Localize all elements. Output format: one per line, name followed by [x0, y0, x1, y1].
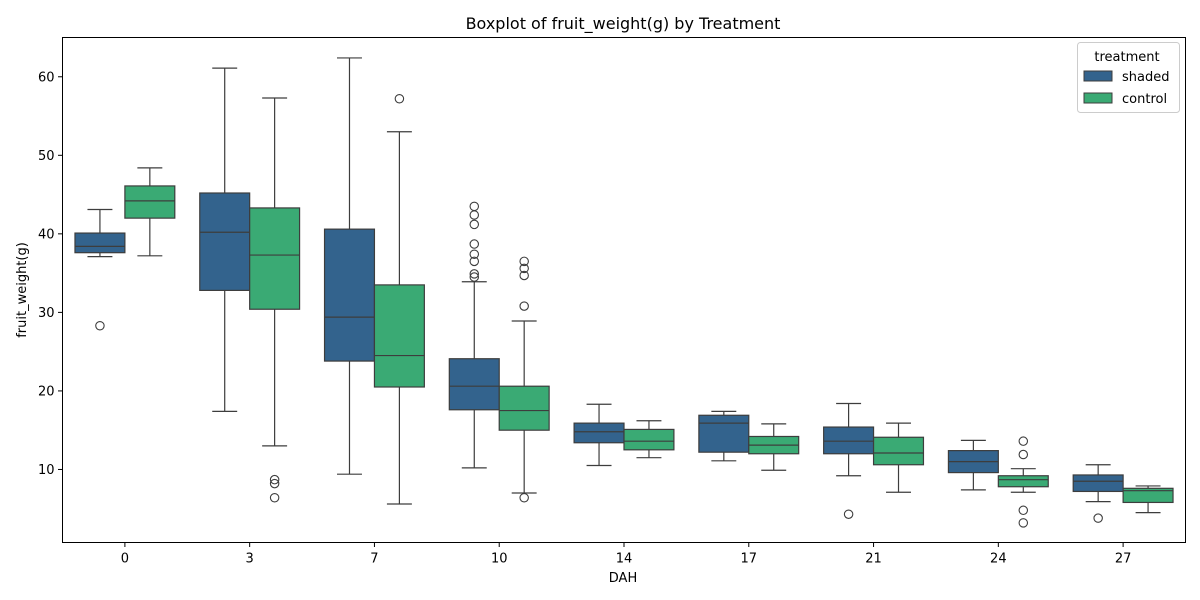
box-iqr	[199, 192, 251, 291]
y-axis: 10 20 30 40 50 60	[38, 70, 63, 478]
outlier-point	[469, 269, 480, 279]
outlier-point	[269, 492, 280, 503]
box-iqr	[74, 232, 126, 254]
x-tick-label: 27	[1115, 552, 1132, 567]
x-tick-label: 24	[990, 552, 1007, 567]
legend-label-control: control	[1122, 92, 1167, 107]
x-axis: 0 3 7 10 14 17 21 24 27	[121, 542, 1132, 567]
box-control-21	[872, 422, 925, 493]
box-iqr	[323, 228, 376, 362]
legend-label-shaded: shaded	[1122, 70, 1169, 85]
box-control-24	[997, 436, 1049, 528]
box-iqr	[823, 426, 875, 455]
y-tick-label: 10	[38, 463, 55, 478]
y-tick-label: 20	[38, 384, 55, 399]
box-iqr	[698, 414, 750, 453]
box-iqr	[249, 207, 301, 310]
box-shaded-3	[199, 67, 251, 412]
box-iqr	[448, 358, 500, 411]
box-control-3	[249, 97, 301, 503]
outlier-point	[519, 270, 529, 281]
y-axis-label: fruit_weight(g)	[15, 242, 30, 338]
box-control-0	[124, 167, 176, 257]
box-shaded-14	[573, 403, 625, 467]
x-tick-label: 21	[865, 552, 882, 567]
box-iqr	[498, 385, 550, 431]
box-iqr	[124, 185, 176, 219]
outlier-point	[269, 478, 280, 489]
box-shaded-21	[823, 402, 875, 519]
legend-swatch-shaded	[1083, 70, 1113, 82]
outlier-point	[519, 301, 529, 311]
box-shaded-7	[323, 57, 376, 475]
outlier-point	[469, 210, 480, 220]
outlier-point	[469, 201, 480, 212]
outlier-point	[1093, 513, 1103, 523]
box-iqr	[872, 436, 925, 466]
y-tick-label: 30	[38, 306, 55, 321]
box-iqr	[373, 284, 425, 388]
outlier-point	[1018, 518, 1029, 528]
outlier-point	[469, 249, 480, 260]
box-iqr	[1122, 487, 1174, 504]
outlier-point	[519, 492, 529, 503]
x-tick-label: 10	[491, 552, 508, 567]
outlier-point	[519, 256, 529, 267]
outlier-point	[1018, 449, 1029, 460]
box-shaded-27	[1072, 464, 1124, 523]
legend-swatch-control	[1083, 92, 1113, 104]
legend: treatment shaded control	[1077, 42, 1180, 113]
x-tick-label: 0	[121, 552, 129, 567]
x-axis-label: DAH	[609, 571, 637, 586]
box-control-17	[748, 423, 800, 471]
outlier-point	[1018, 436, 1029, 446]
y-tick-label: 50	[38, 149, 55, 164]
y-tick-label: 40	[38, 227, 55, 242]
x-tick-label: 14	[616, 552, 633, 567]
box-iqr	[1072, 474, 1124, 493]
box-control-10	[498, 256, 550, 503]
box-control-14	[623, 420, 675, 459]
plot-area	[74, 57, 1174, 528]
x-tick-label: 17	[741, 552, 758, 567]
outlier-point	[469, 256, 480, 267]
outlier-point	[394, 94, 405, 104]
box-shaded-24	[947, 439, 999, 491]
box-control-27	[1122, 485, 1174, 514]
outlier-point	[843, 509, 854, 519]
outlier-point	[95, 320, 105, 331]
outlier-point	[1018, 505, 1029, 516]
box-control-7	[373, 94, 425, 505]
x-tick-label: 3	[246, 552, 254, 567]
box-iqr	[573, 422, 625, 444]
chart-title: Boxplot of fruit_weight(g) by Treatment	[466, 14, 781, 34]
box-shaded-10	[448, 201, 500, 469]
outlier-point	[469, 239, 480, 249]
outlier-point	[269, 474, 280, 485]
outlier-point	[519, 263, 529, 274]
y-tick-label: 60	[38, 70, 55, 85]
box-shaded-0	[74, 208, 126, 331]
box-iqr	[997, 475, 1049, 488]
x-tick-label: 7	[370, 552, 378, 567]
outlier-point	[469, 272, 480, 282]
outlier-point	[469, 219, 480, 230]
box-iqr	[623, 428, 675, 451]
legend-title: treatment	[1094, 50, 1159, 65]
box-shaded-17	[698, 410, 750, 462]
